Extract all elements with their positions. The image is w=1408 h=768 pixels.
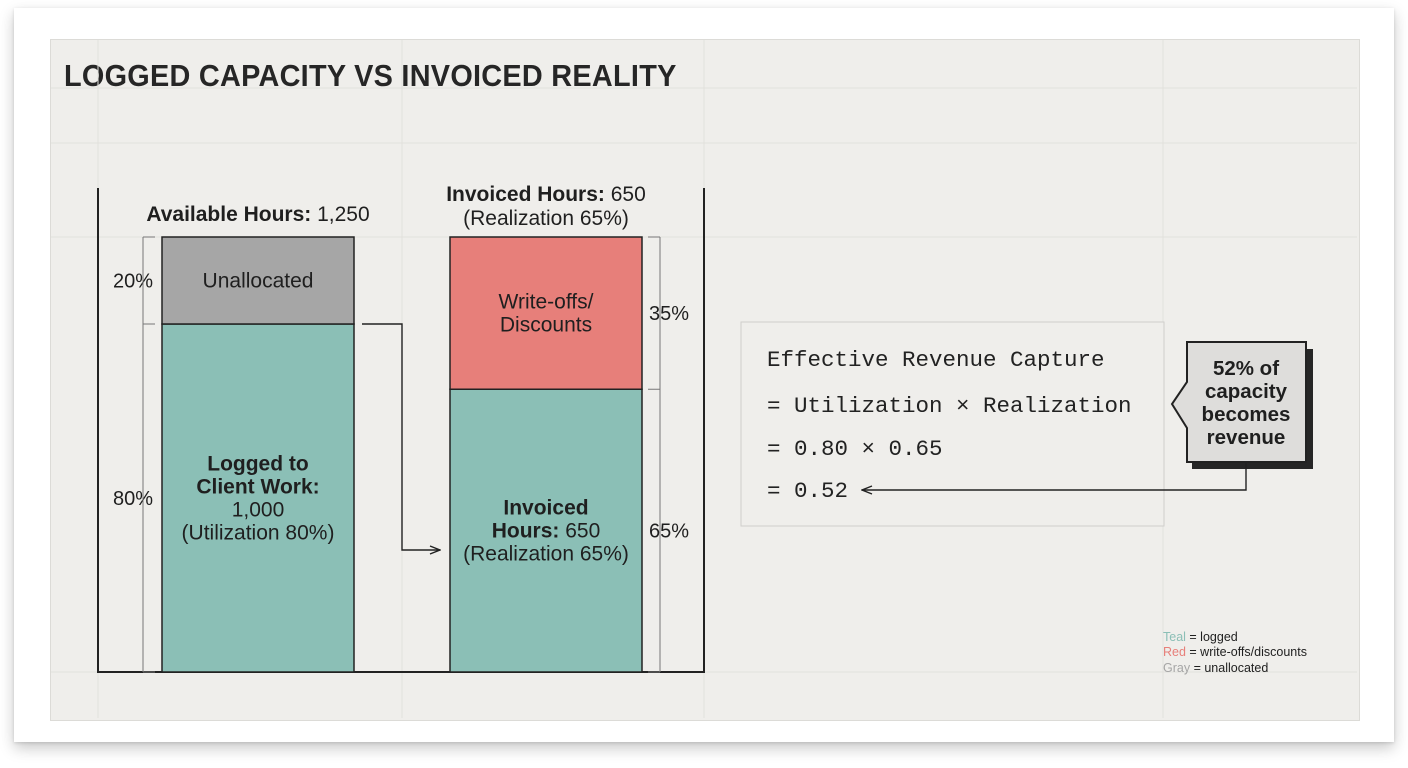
side-percent-label: 65% [649, 521, 689, 543]
segment-label: Hours: 650 [492, 520, 601, 543]
connector-arrow [362, 323, 440, 550]
formula-frame [740, 321, 1165, 527]
segment-label: 1,000 [232, 499, 285, 522]
segment-label: Logged to [207, 453, 308, 476]
callout-line: capacity [1205, 380, 1288, 403]
legend-key: Gray [1163, 661, 1191, 675]
bar-segment [161, 236, 355, 325]
callout-line: becomes [1202, 403, 1291, 426]
callout-arrow [862, 463, 1247, 490]
legend-item: Red = write-offs/discounts [1163, 645, 1307, 659]
segment-label: Discounts [500, 314, 592, 337]
formula-line: = 0.80 × 0.65 [767, 436, 943, 462]
legend-desc: = logged [1186, 630, 1238, 644]
callout-line: 52% of [1213, 357, 1279, 380]
side-percent-label: 20% [113, 271, 153, 293]
segment-label: Client Work: [196, 476, 319, 499]
legend-desc: = unallocated [1190, 661, 1268, 675]
formula-line: Effective Revenue Capture [767, 347, 1105, 373]
chart-title: LOGGED CAPACITY VS INVOICED REALITY [64, 58, 677, 93]
legend-key: Teal [1163, 630, 1186, 644]
callout-body [1170, 341, 1307, 463]
segment-label: Invoiced [503, 497, 588, 520]
segment-label: Unallocated [203, 270, 314, 293]
bar-header-sub: (Realization 65%) [463, 207, 629, 230]
side-percent-label: 80% [113, 488, 153, 510]
legend-item: Gray = unallocated [1163, 661, 1268, 675]
formula-box: Effective Revenue Capture = Utilization ×… [740, 321, 1165, 527]
formula-line: = Utilization × Realization [767, 393, 1132, 419]
bar-segment [449, 236, 643, 390]
legend-key: Red [1163, 645, 1186, 659]
bar-segment [161, 323, 355, 673]
bar-header: Invoiced Hours: 650 [446, 183, 646, 206]
legend-item: Teal = logged [1163, 630, 1238, 644]
legend-desc: = write-offs/discounts [1186, 645, 1307, 659]
segment-label: (Realization 65%) [463, 543, 629, 566]
callout-line: revenue [1207, 426, 1286, 449]
segment-label: Write-offs/ [499, 291, 594, 314]
bar-header: Available Hours: 1,250 [146, 203, 369, 226]
segment-label: (Utilization 80%) [182, 522, 335, 545]
side-percent-label: 35% [649, 303, 689, 325]
formula-line: = 0.52 [767, 478, 848, 504]
